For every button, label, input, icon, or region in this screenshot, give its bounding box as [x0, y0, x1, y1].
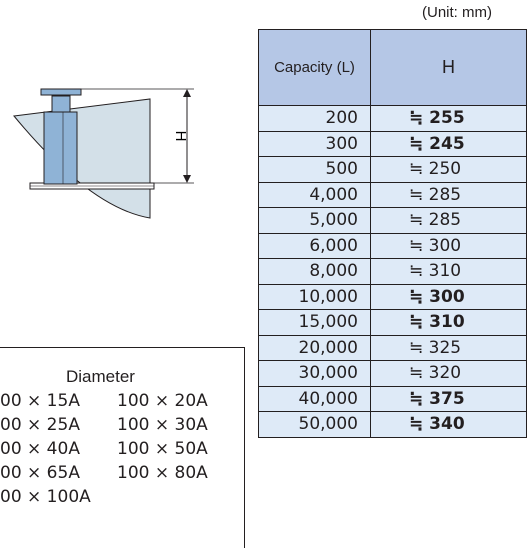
capacity-cell: 8,000 [258, 258, 371, 285]
capacity-cell: 50,000 [258, 411, 371, 438]
table-row: 4,000 ≒ 285 [258, 181, 527, 208]
table-row: 300 ≒ 245 [258, 130, 527, 157]
diameter-title: Diameter [66, 367, 135, 386]
capacity-cell: 500 [258, 156, 371, 183]
height-cell: ≒ 255 [370, 105, 527, 132]
height-cell: ≒ 340 [370, 411, 527, 438]
height-cell: ≒ 285 [370, 181, 527, 208]
diameter-row: 00 × 15A 100 × 20A [0, 391, 208, 415]
nozzle-pipe [43, 111, 78, 185]
valve-cap [40, 88, 82, 96]
diameter-row: 00 × 25A 100 × 30A [0, 415, 208, 439]
height-cell: ≒ 320 [370, 360, 527, 387]
height-cell: ≒ 245 [370, 130, 527, 157]
height-cell: ≒ 310 [370, 258, 527, 285]
table-row: 500 ≒ 250 [258, 156, 527, 183]
diameter-size-right: 100 × 30A [117, 415, 208, 435]
capacity-cell: 40,000 [258, 385, 371, 412]
nozzle-diagram: H [13, 88, 194, 219]
diameter-box [0, 347, 245, 548]
height-cell: ≒ 285 [370, 207, 527, 234]
diameter-size-left: 00 × 40A [0, 439, 80, 459]
capacity-cell: 200 [258, 105, 371, 132]
table-row: 20,000 ≒ 325 [258, 334, 527, 361]
table-row: 200 ≒ 255 [258, 105, 527, 132]
diameter-size-right: 100 × 50A [117, 439, 208, 459]
header-h: H [370, 29, 527, 106]
table-row: 30,000 ≒ 320 [258, 360, 527, 387]
table-body: 200 ≒ 255 300 ≒ 245 500 ≒ 250 4,000 ≒ 285 5,000 ≒… [258, 105, 527, 438]
diameter-row: 00 × 65A 100 × 80A [0, 463, 208, 487]
diameter-size-left: 00 × 65A [0, 463, 80, 483]
capacity-cell: 10,000 [258, 283, 371, 310]
table-row: 6,000 ≒ 300 [258, 232, 527, 259]
diameter-list: 00 × 15A 100 × 20A 00 × 25A 100 × 30A 00 × 4… [0, 391, 208, 511]
table-row: 5,000 ≒ 285 [258, 207, 527, 234]
diameter-size-left: 00 × 15A [0, 391, 80, 411]
valve-stem [51, 95, 71, 113]
diameter-row: 00 × 40A 100 × 50A [0, 439, 208, 463]
table-row: 15,000 ≒ 310 [258, 309, 527, 336]
table-row: 8,000 ≒ 310 [258, 258, 527, 285]
height-cell: ≒ 300 [370, 283, 527, 310]
header-capacity: Capacity (L) [258, 29, 371, 106]
diameter-size-right: 100 × 20A [117, 391, 208, 411]
table-row: 50,000 ≒ 340 [258, 411, 527, 438]
diameter-size-left: 00 × 100A [0, 487, 91, 507]
table-row: 40,000 ≒ 375 [258, 385, 527, 412]
height-cell: ≒ 300 [370, 232, 527, 259]
dimension-label-h: H [172, 131, 189, 142]
tank-body-shape [13, 98, 151, 219]
capacity-height-table: Capacity (L) H 200 ≒ 255 300 ≒ 245 500 ≒ 250 4… [258, 29, 527, 438]
diameter-size-left: 00 × 25A [0, 415, 80, 435]
height-cell: ≒ 325 [370, 334, 527, 361]
capacity-cell: 15,000 [258, 309, 371, 336]
capacity-cell: 5,000 [258, 207, 371, 234]
unit-note: (Unit: mm) [422, 4, 492, 21]
capacity-cell: 30,000 [258, 360, 371, 387]
table-header-row: Capacity (L) H [258, 29, 527, 106]
table-row: 10,000 ≒ 300 [258, 283, 527, 310]
capacity-cell: 20,000 [258, 334, 371, 361]
height-cell: ≒ 375 [370, 385, 527, 412]
diameter-row: 00 × 100A [0, 487, 208, 511]
capacity-cell: 4,000 [258, 181, 371, 208]
height-cell: ≒ 310 [370, 309, 527, 336]
height-cell: ≒ 250 [370, 156, 527, 183]
capacity-cell: 300 [258, 130, 371, 157]
capacity-cell: 6,000 [258, 232, 371, 259]
diameter-size-right: 100 × 80A [117, 463, 208, 483]
